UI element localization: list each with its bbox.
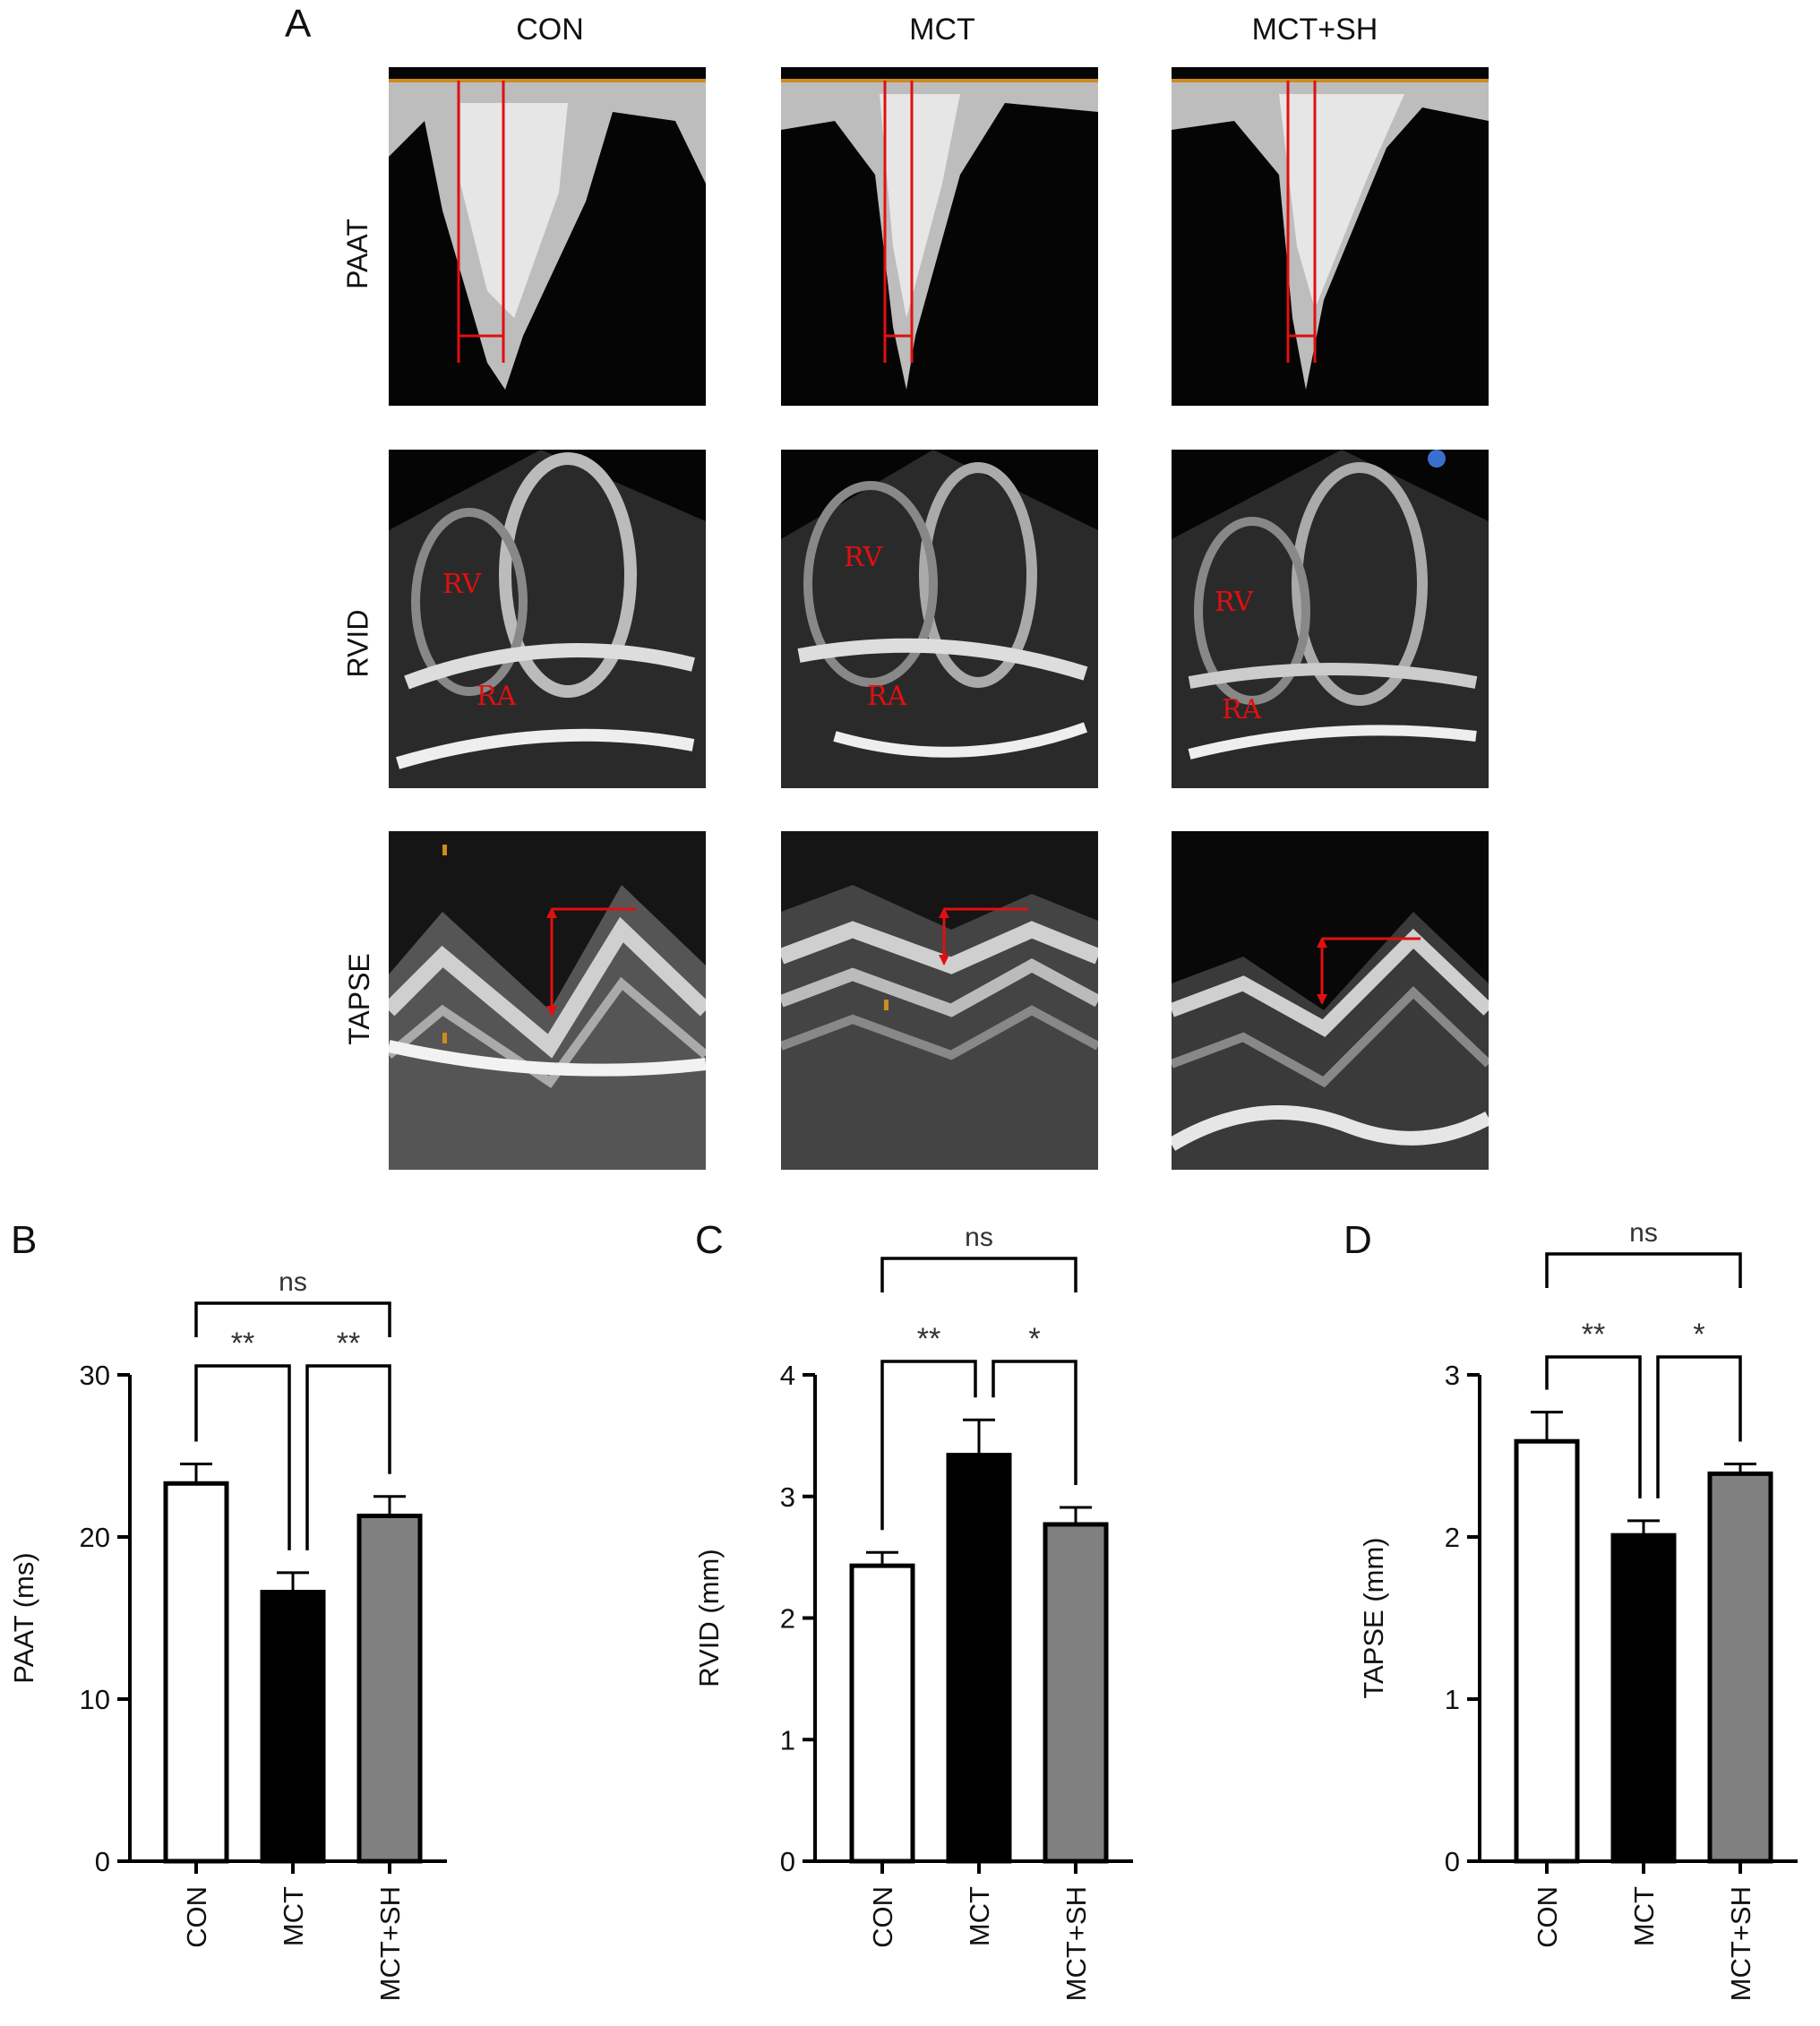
x-tick-label: MCT+SH	[1725, 1886, 1756, 2001]
significance-label: ns	[965, 1223, 993, 1252]
bar-con	[849, 1563, 915, 1864]
bar-mct-sh	[356, 1513, 423, 1864]
x-tick-label: MCT	[1628, 1886, 1660, 1946]
significance-bracket	[194, 1301, 391, 1337]
ra-label: RA	[867, 681, 907, 712]
panel-c-letter: C	[695, 1218, 724, 1262]
y-tick-label: 2	[780, 1603, 795, 1635]
y-tick-label: 10	[80, 1684, 110, 1715]
significance-label: **	[1582, 1318, 1605, 1352]
y-tick-label: 4	[780, 1360, 795, 1391]
column-label-mct-sh: MCT+SH	[1251, 13, 1378, 47]
y-tick-label: 2	[1445, 1522, 1460, 1553]
significance-label: **	[337, 1326, 360, 1361]
y-tick-label: 3	[1445, 1360, 1460, 1391]
significance-bracket	[992, 1360, 1077, 1485]
significance-label: ns	[1629, 1218, 1658, 1248]
column-label-con: CON	[516, 13, 584, 47]
y-tick-label: 0	[1445, 1846, 1460, 1877]
y-tick-label: 20	[80, 1522, 110, 1553]
significance-bracket	[194, 1364, 291, 1550]
bar-mct	[946, 1453, 1012, 1864]
significance-label: *	[1028, 1322, 1040, 1356]
y-tick-label: 0	[95, 1846, 110, 1877]
rv-label: RV	[442, 569, 483, 600]
x-tick-label: CON	[181, 1886, 212, 1948]
y-tick-label: 3	[780, 1481, 795, 1513]
rv-label: RV	[1215, 587, 1255, 618]
y-tick-label: 30	[80, 1360, 110, 1391]
bar-con	[1514, 1438, 1580, 1864]
paat-image-mct	[781, 67, 1098, 406]
y-tick-label: 1	[1445, 1684, 1460, 1715]
significance-label: *	[1693, 1318, 1704, 1352]
panel-a-letter: A	[285, 2, 312, 46]
panel-b-letter: B	[11, 1218, 38, 1262]
x-tick-label: MCT	[964, 1886, 995, 1946]
rvid-image-mct: RV RA	[781, 450, 1098, 788]
ra-label: RA	[1222, 694, 1262, 725]
y-tick-label: 0	[780, 1846, 795, 1877]
y-tick-label: 1	[780, 1724, 795, 1756]
tapse-image-mct-sh	[1172, 831, 1489, 1170]
significance-bracket	[1545, 1355, 1642, 1498]
significance-label: **	[917, 1322, 940, 1356]
rvid-image-mct-sh: RV RA	[1172, 450, 1489, 788]
bar-mct	[1610, 1532, 1677, 1864]
significance-bracket	[880, 1257, 1077, 1292]
x-tick-label: MCT+SH	[374, 1886, 406, 2001]
panel-d-letter: D	[1344, 1218, 1372, 1262]
tapse-image-con	[389, 831, 706, 1170]
column-label-mct: MCT	[909, 13, 975, 47]
significance-label: ns	[279, 1267, 307, 1297]
paat-image-mct-sh	[1172, 67, 1489, 406]
bar-mct-sh	[1043, 1522, 1109, 1864]
rv-label: RV	[844, 542, 884, 573]
x-tick-label: CON	[1532, 1886, 1563, 1948]
x-tick-label: CON	[867, 1886, 898, 1948]
significance-bracket	[1545, 1252, 1742, 1288]
x-tick-label: MCT+SH	[1060, 1886, 1092, 2001]
x-tick-label: MCT	[278, 1886, 309, 1946]
significance-bracket	[1656, 1355, 1742, 1498]
y-axis-label: PAAT (ms)	[8, 1552, 39, 1683]
paat-image-con	[389, 67, 706, 406]
rvid-image-con: RV RA	[389, 450, 706, 788]
ra-label: RA	[476, 681, 517, 712]
tapse-image-mct	[781, 831, 1098, 1170]
y-axis-label: RVID (mm)	[693, 1549, 725, 1687]
significance-label: **	[231, 1326, 254, 1361]
y-axis-label: TAPSE (mm)	[1358, 1537, 1389, 1698]
significance-bracket	[880, 1360, 977, 1531]
bar-mct	[260, 1590, 326, 1864]
significance-bracket	[305, 1364, 391, 1550]
bar-mct-sh	[1707, 1471, 1773, 1864]
bar-con	[163, 1481, 229, 1864]
